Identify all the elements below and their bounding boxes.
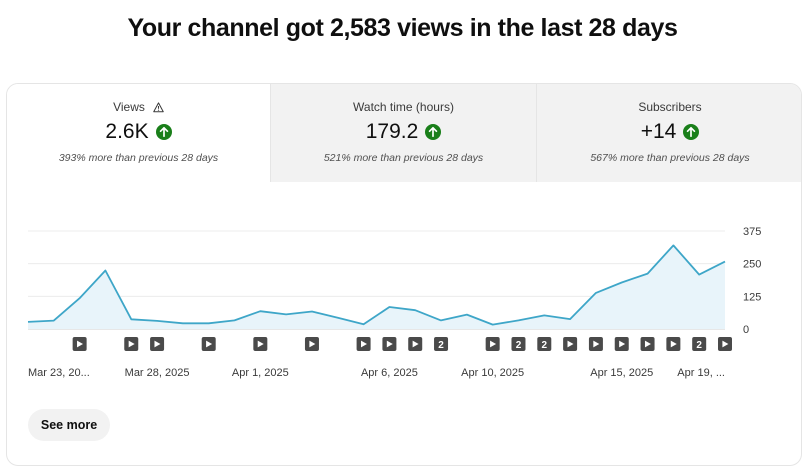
tab-watch-time-label: Watch time (hours) [353,100,454,114]
tab-views-label: Views [113,100,145,114]
tab-subscribers-value: +14 [640,120,677,143]
page-headline: Your channel got 2,583 views in the last… [127,14,678,42]
tab-watch-time-value: 179.2 [365,120,419,143]
tab-views[interactable]: Views 2.6K 393% more than previous 28 da… [7,84,271,182]
tab-subscribers[interactable]: Subscribers +14 567% more than previous … [537,84,801,182]
tab-views-comparison: 393% more than previous 28 days [58,152,219,164]
tab-watch-time-comparison: 521% more than previous 28 days [323,152,484,164]
analytics-card: Views 2.6K 393% more than previous 28 da… [6,83,802,466]
arrow-up-circle-icon [155,124,172,140]
arrow-up-circle-icon [683,124,700,140]
warning-triangle-icon[interactable] [153,101,164,113]
metric-tabs: Views 2.6K 393% more than previous 28 da… [7,84,801,182]
tab-subscribers-comparison: 567% more than previous 28 days [590,152,750,164]
tab-watch-time[interactable]: Watch time (hours) 179.2 521% more than … [271,84,537,182]
see-more-button[interactable]: See more [28,409,110,441]
arrow-up-circle-icon [425,124,442,140]
tab-views-value: 2.6K [105,120,149,143]
tab-subscribers-label: Subscribers [638,100,702,114]
